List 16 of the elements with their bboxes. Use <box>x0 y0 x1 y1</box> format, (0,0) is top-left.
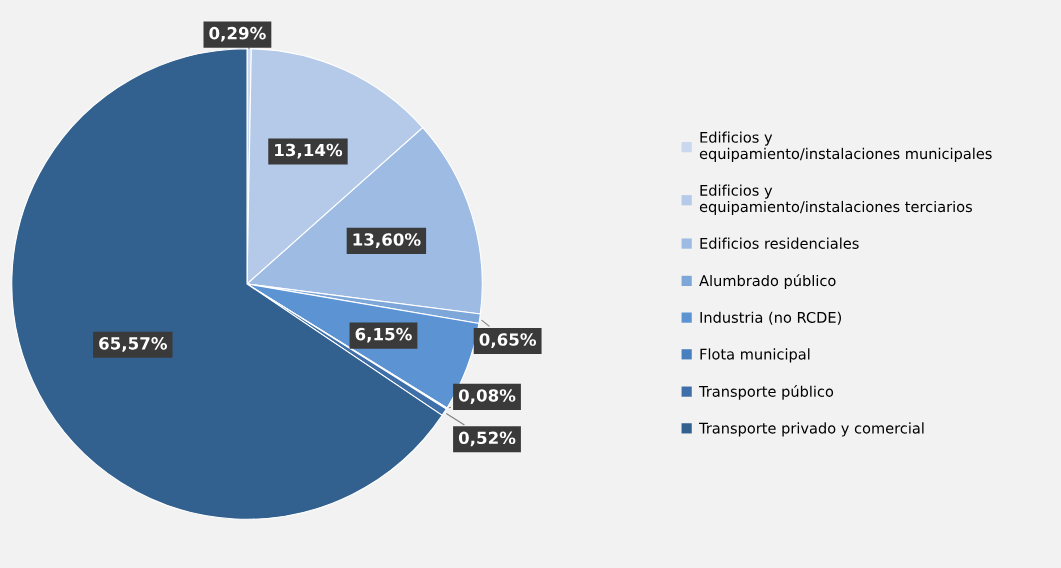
data-label: 0,08% <box>458 389 516 404</box>
legend-label: Transporte privado y comercial <box>699 422 924 437</box>
legend-label: Edificios residenciales <box>700 237 859 249</box>
legend-label: Industria (no RCDE) <box>700 311 841 325</box>
data-label: 0,65% <box>479 333 537 348</box>
data-label: 65,57% <box>99 337 167 352</box>
data-label: 0,29% <box>209 26 266 42</box>
data-label: 13,60% <box>353 233 421 248</box>
data-label: 0,52% <box>458 431 516 447</box>
data-label: 6,15% <box>355 327 412 343</box>
legend-label: Transporte público <box>699 385 834 400</box>
legend-label: Flota municipal <box>700 348 810 363</box>
legend-label: Edificios y equipamiento/instalaciones municipales <box>699 131 992 162</box>
legend-label: Edificios y equipamiento/instalaciones terciarios <box>699 184 972 216</box>
data-label: 13,14% <box>275 143 343 159</box>
legend-label: Alumbrado público <box>699 274 836 290</box>
